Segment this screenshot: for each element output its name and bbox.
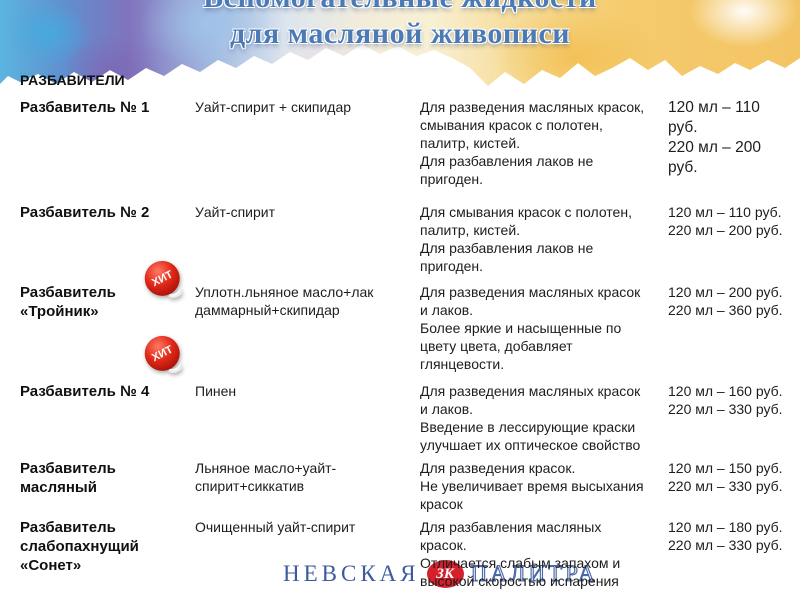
table-row: Разбавитель № 4 Пинен Для разведения мас… — [20, 382, 798, 454]
product-description: Для разведения масляных красок и лаков. … — [420, 383, 641, 453]
hit-badge-icon: ХИТ — [143, 335, 185, 377]
product-price: 120 мл – 160 руб. 220 мл – 330 руб. — [668, 383, 783, 417]
slide-title: Вспомогательные жидкости для масляной жи… — [0, 0, 800, 52]
product-price: 120 мл – 150 руб. 220 мл – 330 руб. — [668, 460, 783, 494]
product-price: 120 мл – 180 руб. 220 мл – 330 руб. — [668, 519, 783, 553]
product-name: Разбавитель «Тройник» — [20, 284, 116, 320]
table-row: Разбавитель № 1 Уайт-спирит + скипидар Д… — [20, 98, 798, 188]
hit-badge-icon: ХИТ — [143, 260, 185, 302]
product-composition: Уплотн.льняное масло+лак даммарный+скипи… — [195, 284, 374, 318]
product-composition: Уайт-спирит — [195, 204, 275, 220]
product-description: Для смывания красок с полотен, палитр, к… — [420, 204, 632, 274]
product-price: 120 мл – 110 руб. 220 мл – 200 руб. — [668, 204, 783, 238]
product-name: Разбавитель № 1 — [20, 99, 150, 116]
product-price: 120 мл – 200 руб. 220 мл – 360 руб. — [668, 284, 783, 318]
product-composition: Льняное масло+уайт- спирит+сиккатив — [195, 460, 337, 494]
product-composition: Уайт-спирит + скипидар — [195, 99, 352, 115]
product-description: Для разведения красок. Не увеличивает вр… — [420, 460, 644, 512]
slide-title-line1: Вспомогательные жидкости — [0, 0, 800, 16]
product-name: Разбавитель № 2 — [20, 204, 150, 221]
table-row: Разбавитель слабопахнущий «Сонет» Очищен… — [20, 518, 798, 590]
product-name: Разбавитель № 4 — [20, 383, 150, 400]
product-description: Для разбавления масляных красок. Отличае… — [420, 519, 621, 589]
brand-logo-word-right: ПАЛИТРА — [470, 560, 598, 586]
product-composition: Пинен — [195, 383, 237, 399]
table-row: Разбавитель масляный Льняное масло+уайт-… — [20, 459, 798, 513]
product-price: 120 мл – 110 руб. 220 мл – 200 руб. — [668, 99, 761, 176]
product-composition: Очищенный уайт-спирит — [195, 519, 356, 535]
slide-title-line2: для масляной живописи — [229, 17, 571, 50]
brand-logo-monogram-icon: ЗК — [426, 560, 464, 588]
product-description: Для разведения масляных красок и лаков. … — [420, 284, 641, 372]
product-name: Разбавитель слабопахнущий «Сонет» — [20, 519, 139, 574]
section-label: РАЗБАВИТЕЛИ — [20, 72, 125, 88]
product-name: Разбавитель масляный — [20, 460, 116, 496]
table-row: Разбавитель № 2 Уайт-спирит Для смывания… — [20, 203, 798, 275]
brand-logo: НЕВСКАЯ ЗК ПАЛИТРА — [283, 559, 598, 589]
table-row: Разбавитель «Тройник» Уплотн.льняное мас… — [20, 283, 798, 373]
product-description: Для разведения масляных красок, смывания… — [420, 99, 645, 187]
products-table: Разбавитель № 1 Уайт-спирит + скипидар Д… — [20, 96, 798, 600]
brand-logo-word-left: НЕВСКАЯ — [283, 561, 420, 586]
